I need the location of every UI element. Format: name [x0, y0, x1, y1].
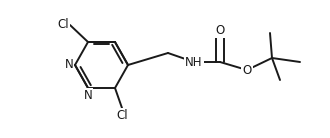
- Text: NH: NH: [185, 55, 203, 68]
- Text: Cl: Cl: [57, 18, 69, 31]
- Text: O: O: [242, 63, 252, 76]
- Text: O: O: [215, 24, 225, 37]
- Text: N: N: [83, 89, 92, 102]
- Text: Cl: Cl: [116, 109, 128, 122]
- Text: N: N: [65, 59, 73, 71]
